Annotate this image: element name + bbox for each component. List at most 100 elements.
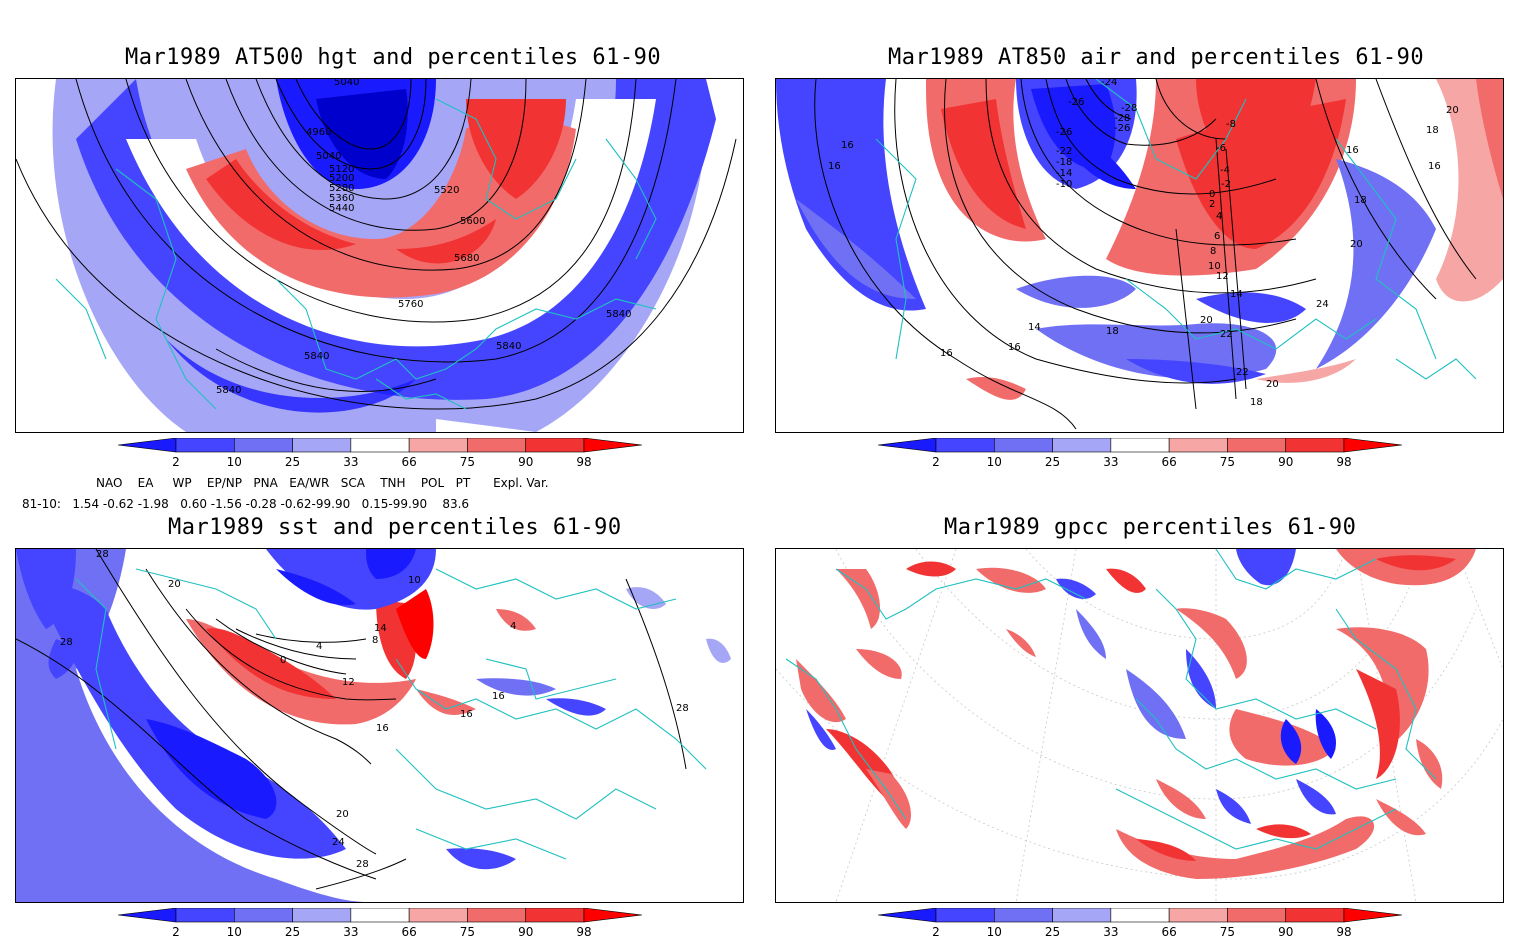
contour-label: 20 <box>1446 105 1459 116</box>
map-panel-sst: 28 20 28 28 16 12 4 0 14 8 16 16 20 24 2… <box>15 548 744 903</box>
contour-label: 0 <box>280 655 286 666</box>
contour-label: -26 <box>1056 127 1072 138</box>
contour-label: 18 <box>1250 397 1263 408</box>
contour-label: 5840 <box>304 351 329 362</box>
colorbar-tick-label: 90 <box>1278 925 1293 938</box>
contour-label: 16 <box>841 140 854 151</box>
colorbar-svg: 2 10 25 33 66 75 90 98 <box>117 437 643 469</box>
contour-label: 5280 <box>329 183 354 194</box>
colorbar-bin <box>350 437 410 453</box>
contour-label: 5840 <box>606 309 631 320</box>
colorbar-bin <box>117 907 177 923</box>
contour-label: 0 <box>1209 189 1215 200</box>
contour-label: 5360 <box>329 193 354 204</box>
contour-label: 10 <box>1208 261 1221 272</box>
colorbar-tick-label: 25 <box>285 455 300 468</box>
contour-label: -6 <box>1216 143 1226 154</box>
colorbar-svg: 2 10 25 33 66 75 90 98 <box>877 437 1403 469</box>
contour-label: 16 <box>1008 342 1021 353</box>
contour-label: -10 <box>1056 179 1072 190</box>
colorbar-bin <box>1285 437 1345 453</box>
colorbar-bin <box>292 907 352 923</box>
colorbar-tick-label: 90 <box>518 925 533 938</box>
contour-label: -28 <box>1121 103 1137 114</box>
colorbar-bin <box>877 437 937 453</box>
contour-label: 5840 <box>496 341 521 352</box>
contour-label: 28 <box>96 549 109 560</box>
colorbar-tick-label: 66 <box>1162 925 1177 938</box>
colorbar-tick-label: 33 <box>1103 925 1118 938</box>
contour-label: 28 <box>60 637 73 648</box>
colorbar-bin <box>583 437 643 453</box>
colorbar-svg: 2 10 25 33 66 75 90 98 <box>877 907 1403 939</box>
contour-label: 16 <box>940 348 953 359</box>
colorbar-bin <box>1110 907 1170 923</box>
contour-label: 18 <box>1354 195 1367 206</box>
colorbar-bin <box>877 907 937 923</box>
contour-label: 5040 <box>316 151 341 162</box>
colorbar-bin <box>1110 437 1170 453</box>
colorbar-tick-label: 10 <box>227 925 242 938</box>
colorbar-bin <box>1052 437 1112 453</box>
colorbar-tick-label: 75 <box>1220 455 1235 468</box>
colorbar-bin <box>292 437 352 453</box>
colorbar-bin <box>117 437 177 453</box>
colorbar-tick-label: 90 <box>518 455 533 468</box>
colorbar-bin <box>993 907 1053 923</box>
colorbar-bin <box>525 437 585 453</box>
contour-label: 20 <box>1350 239 1363 250</box>
colorbar-tick-label: 66 <box>402 925 417 938</box>
contour-label: 14 <box>374 623 387 634</box>
colorbar-tick-label: 66 <box>402 455 417 468</box>
contour-label: -24 <box>1101 79 1117 88</box>
colorbar-3: 2 10 25 33 66 75 90 98 <box>117 907 643 939</box>
colorbar-bin <box>935 907 995 923</box>
contour-label: 5520 <box>434 185 459 196</box>
panel-title-air850: Mar1989 AT850 air and percentiles 61-90 <box>888 45 1425 70</box>
panel-title-gpcc: Mar1989 gpcc percentiles 61-90 <box>944 515 1357 540</box>
contour-label: 2 <box>1209 199 1215 210</box>
colorbar-bin <box>1052 907 1112 923</box>
contour-label: 20 <box>336 809 349 820</box>
colorbar-bin <box>408 437 468 453</box>
colorbar-tick-label: 33 <box>1103 455 1118 468</box>
contour-label: 28 <box>676 703 689 714</box>
indices-header: NAO EA WP EP/NP PNA EA/WR SCA TNH POL PT… <box>96 476 549 490</box>
contour-label: 4 <box>1216 211 1222 222</box>
colorbar-tick-label: 98 <box>576 455 591 468</box>
contour-label: 5440 <box>329 203 354 214</box>
contour-label: -8 <box>1226 119 1236 130</box>
contour-label: 4 <box>510 621 516 632</box>
colorbar-tick-label: 90 <box>1278 455 1293 468</box>
contour-label: 8 <box>1210 246 1216 257</box>
contour-label: 16 <box>460 709 473 720</box>
colorbar-svg: 2 10 25 33 66 75 90 98 <box>117 907 643 939</box>
contour-label: 10 <box>408 575 421 586</box>
contour-label: 20 <box>1266 379 1279 390</box>
contour-label: 14 <box>1028 322 1041 333</box>
contour-label: -2 <box>1221 179 1231 190</box>
contour-label: -26 <box>1114 123 1130 134</box>
colorbar-tick-label: 10 <box>987 455 1002 468</box>
contour-label: 18 <box>1106 326 1119 337</box>
colorbar-bin <box>175 437 235 453</box>
contour-label: 16 <box>492 691 505 702</box>
colorbar-tick-label: 75 <box>460 925 475 938</box>
colorbar-bin <box>1285 907 1345 923</box>
colorbar-4: 2 10 25 33 66 75 90 98 <box>877 907 1403 939</box>
contour-label: 5600 <box>460 216 485 227</box>
colorbar-tick-label: 98 <box>576 925 591 938</box>
contour-label: 12 <box>342 677 355 688</box>
colorbar-bin <box>175 907 235 923</box>
colorbar-bin <box>467 437 527 453</box>
colorbar-tick-label: 10 <box>227 455 242 468</box>
colorbar-bin <box>350 907 410 923</box>
contour-label: 24 <box>1316 299 1329 310</box>
contour-label: -28 <box>1114 113 1130 124</box>
contour-label: 5040 <box>334 79 359 88</box>
colorbar-bin <box>233 437 293 453</box>
colorbar-bin <box>1168 907 1228 923</box>
colorbar-bin <box>1343 907 1403 923</box>
colorbar-bin <box>525 907 585 923</box>
panel-title-hgt500: Mar1989 AT500 hgt and percentiles 61-90 <box>125 45 662 70</box>
